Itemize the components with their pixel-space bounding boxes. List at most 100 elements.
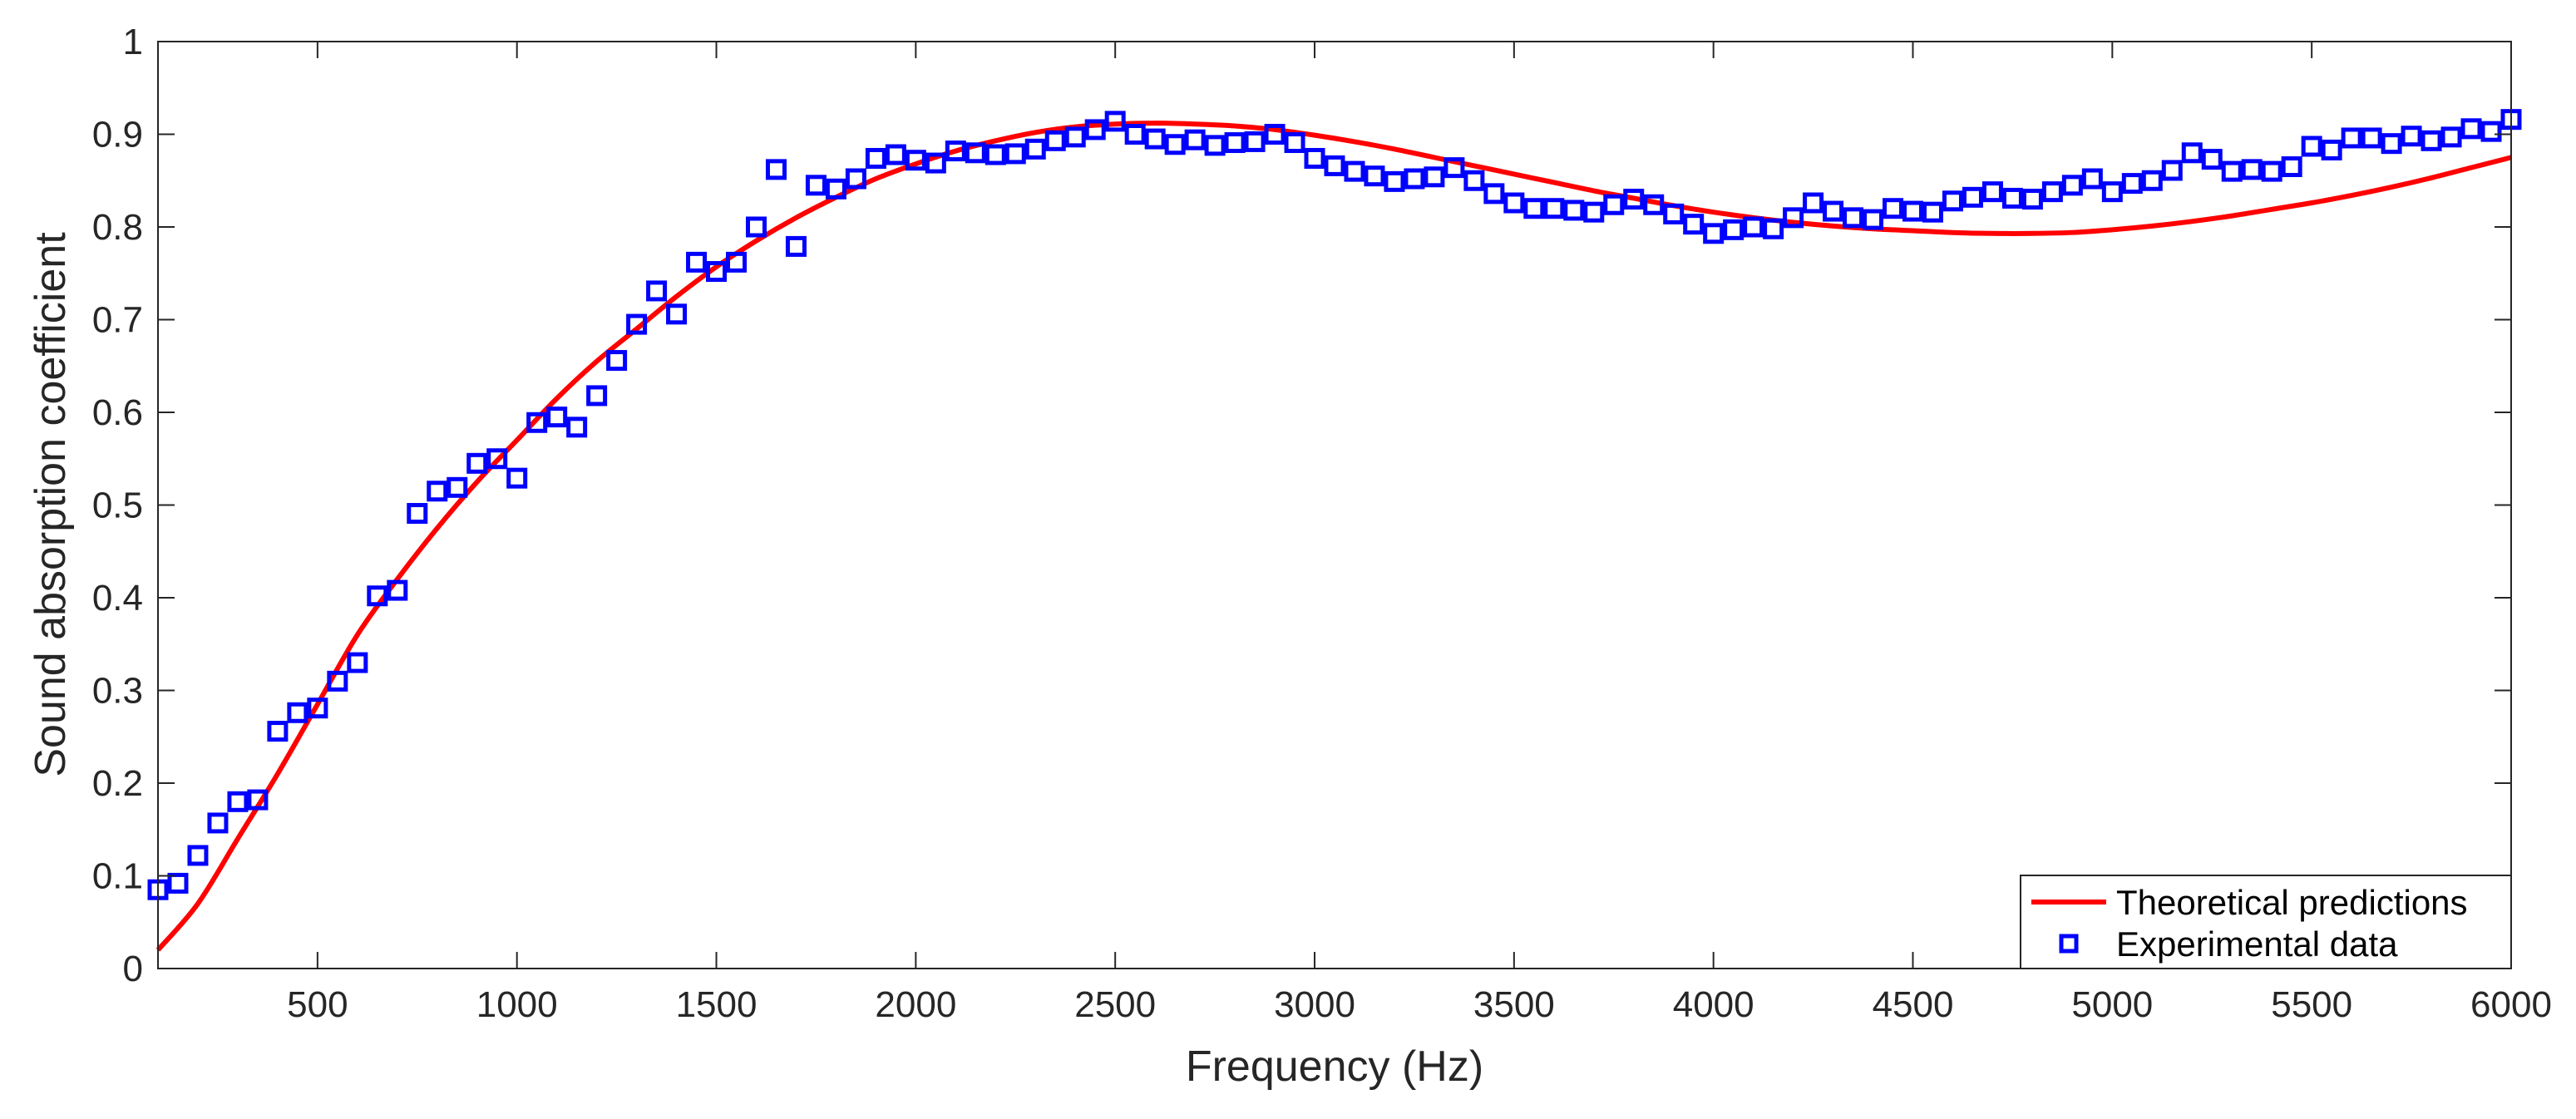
experimental-data-point xyxy=(1981,181,2003,203)
experimental-data-point xyxy=(865,147,886,169)
experimental-data-point xyxy=(825,178,846,200)
experimental-data-point xyxy=(1384,170,1405,192)
experimental-data-point xyxy=(1404,168,1425,190)
experimental-data-point xyxy=(1284,132,1305,154)
experimental-data-point xyxy=(447,476,468,498)
experimental-data-point xyxy=(1683,214,1705,235)
experimental-data-point xyxy=(1523,198,1545,219)
experimental-data-point xyxy=(2081,168,2103,190)
experimental-data-point xyxy=(1783,207,1804,229)
experimental-data-point xyxy=(1144,128,1166,150)
experimental-data-point xyxy=(2061,175,2083,196)
experimental-data-point xyxy=(1424,166,1445,188)
experimental-data-point xyxy=(1164,134,1186,155)
experimental-data-point xyxy=(1902,200,1924,222)
experimental-data-point xyxy=(925,152,946,174)
experimental-data-point xyxy=(526,412,548,433)
experimental-data-point xyxy=(1224,132,1246,154)
x-tick-label: 4500 xyxy=(1873,984,1954,1025)
y-tick-label: 0.7 xyxy=(92,300,143,341)
experimental-data-point xyxy=(1244,131,1266,152)
experimental-data-point xyxy=(1703,223,1725,244)
x-axis-ticks: 500 1000 1500 2000 2500 3000 3500 4000 4500 5000 5… xyxy=(287,42,2552,1025)
experimental-data-point xyxy=(1643,194,1665,215)
x-tick-label: 6000 xyxy=(2470,984,2552,1025)
experimental-data-point xyxy=(1603,194,1625,215)
experimental-data-point xyxy=(2161,160,2183,181)
experimental-data-point xyxy=(586,385,608,407)
legend: Theoretical predictions Experimental dat… xyxy=(2020,875,2512,969)
experimental-data-point xyxy=(1104,111,1126,132)
experimental-data-point xyxy=(2341,127,2362,149)
x-axis-title: Frequency (Hz) xyxy=(1186,1043,1483,1091)
experimental-data-point xyxy=(785,235,807,257)
y-tick-label: 0.6 xyxy=(92,392,143,433)
experimental-data-point xyxy=(1324,155,1345,176)
experimental-data-point xyxy=(2201,149,2223,170)
experimental-data-point xyxy=(1563,200,1585,221)
y-tick-label: 0.8 xyxy=(92,207,143,248)
y-tick-label: 0.9 xyxy=(92,115,143,155)
experimental-data-point xyxy=(1463,170,1485,191)
experimental-data-point xyxy=(606,350,628,372)
experimental-data-point xyxy=(1364,165,1385,187)
experimental-data-point xyxy=(427,481,448,502)
experimental-data-point xyxy=(666,303,688,325)
experimental-data-point xyxy=(2121,173,2143,195)
experimental-data-point xyxy=(2041,181,2063,203)
experimental-data-point xyxy=(1344,160,1365,182)
experimental-data-point xyxy=(1004,143,1026,165)
experimental-data-point xyxy=(2421,130,2442,151)
experimental-data-point xyxy=(1623,189,1645,210)
experimental-data-point xyxy=(247,789,269,811)
x-tick-label: 2500 xyxy=(1074,984,1156,1025)
experimental-data-point xyxy=(726,251,748,273)
experimental-data-point xyxy=(2440,126,2462,148)
experimental-data-point xyxy=(765,159,787,180)
legend-label-theoretical: Theoretical predictions xyxy=(2116,883,2468,922)
experimental-data-point xyxy=(566,417,588,438)
experimental-data-point xyxy=(706,261,728,283)
experimental-data-point xyxy=(885,144,906,165)
experimental-data-point xyxy=(2101,181,2123,203)
experimental-data-point xyxy=(905,150,926,171)
experimental-data-point xyxy=(1723,219,1744,240)
experimental-data-point xyxy=(367,585,388,607)
experimental-data-point xyxy=(626,313,648,335)
experimental-data-point xyxy=(1763,218,1784,239)
y-tick-label: 0.5 xyxy=(92,486,143,526)
experimental-data-point xyxy=(2221,160,2243,182)
experimental-data-point xyxy=(1264,124,1286,145)
experimental-data-point xyxy=(187,845,209,866)
y-tick-label: 0.3 xyxy=(92,671,143,712)
experimental-data-point xyxy=(1922,201,1943,223)
experimental-data-point xyxy=(2381,133,2402,155)
experimental-data-point xyxy=(2361,127,2382,149)
experimental-data-point xyxy=(327,670,348,692)
x-tick-label: 1500 xyxy=(676,984,758,1025)
experimental-data-point xyxy=(1823,200,1844,222)
experimental-data-point xyxy=(207,812,229,834)
experimental-data-point xyxy=(1204,135,1226,156)
experimental-data-point xyxy=(1803,192,1824,214)
experimental-data-point xyxy=(1483,183,1505,205)
experimental-data-point xyxy=(2460,118,2482,140)
x-tick-label: 3500 xyxy=(1473,984,1555,1025)
experimental-data-point xyxy=(985,144,1006,165)
experimental-data-point xyxy=(387,579,408,601)
experimental-data-point xyxy=(407,503,428,525)
x-tick-label: 5500 xyxy=(2271,984,2352,1025)
experimental-data-point xyxy=(466,452,488,474)
experimental-data-point xyxy=(1443,157,1465,179)
legend-label-experimental: Experimental data xyxy=(2116,924,2398,964)
y-tick-label: 0 xyxy=(123,949,143,989)
y-tick-label: 0.1 xyxy=(92,856,143,897)
x-tick-label: 4000 xyxy=(1673,984,1754,1025)
experimental-data-point xyxy=(1883,198,1904,219)
x-tick-label: 5000 xyxy=(2071,984,2153,1025)
experimental-data-point xyxy=(1064,126,1086,148)
experimental-data-point xyxy=(2241,159,2263,180)
experimental-data-point xyxy=(1044,130,1066,151)
experimental-data-point xyxy=(686,251,708,273)
